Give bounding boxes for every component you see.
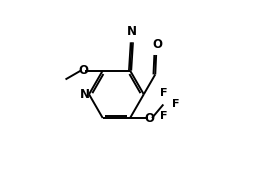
Text: F: F (172, 100, 180, 109)
Text: F: F (161, 88, 168, 98)
Text: O: O (152, 38, 162, 51)
Text: N: N (127, 25, 137, 38)
Text: F: F (161, 111, 168, 121)
Text: N: N (80, 88, 90, 101)
Text: O: O (78, 64, 88, 77)
Text: O: O (145, 111, 155, 124)
